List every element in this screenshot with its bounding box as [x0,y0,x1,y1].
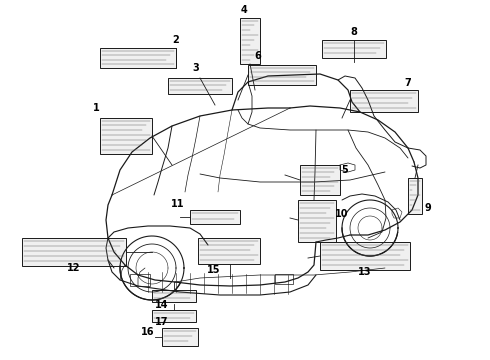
Bar [152,310,196,322]
Text: 13: 13 [358,267,372,277]
Bar [190,210,240,224]
Text: 8: 8 [350,27,357,37]
Bar [322,40,386,58]
Text: 15: 15 [207,265,221,275]
Text: 17: 17 [155,317,169,327]
Text: 6: 6 [255,51,261,61]
Bar [298,200,336,242]
Bar [198,238,260,264]
Text: 3: 3 [193,63,199,73]
Text: 10: 10 [335,209,349,219]
Bar [162,328,198,346]
Text: 12: 12 [67,263,81,273]
Text: 14: 14 [155,300,169,310]
Text: 5: 5 [342,165,348,175]
Text: 2: 2 [172,35,179,45]
Bar [300,165,340,195]
Text: 16: 16 [141,327,155,337]
Text: 7: 7 [405,78,412,88]
Text: 9: 9 [425,203,431,213]
Text: 11: 11 [171,199,185,209]
Bar [100,48,176,68]
Bar [320,242,410,270]
Bar [408,178,422,214]
Bar [100,118,152,154]
Text: 4: 4 [241,5,247,15]
Bar [240,18,260,64]
Bar [22,238,126,266]
Bar [168,78,232,94]
Bar [248,65,316,85]
Bar [152,290,196,302]
Text: 1: 1 [93,103,99,113]
Bar [350,90,418,112]
